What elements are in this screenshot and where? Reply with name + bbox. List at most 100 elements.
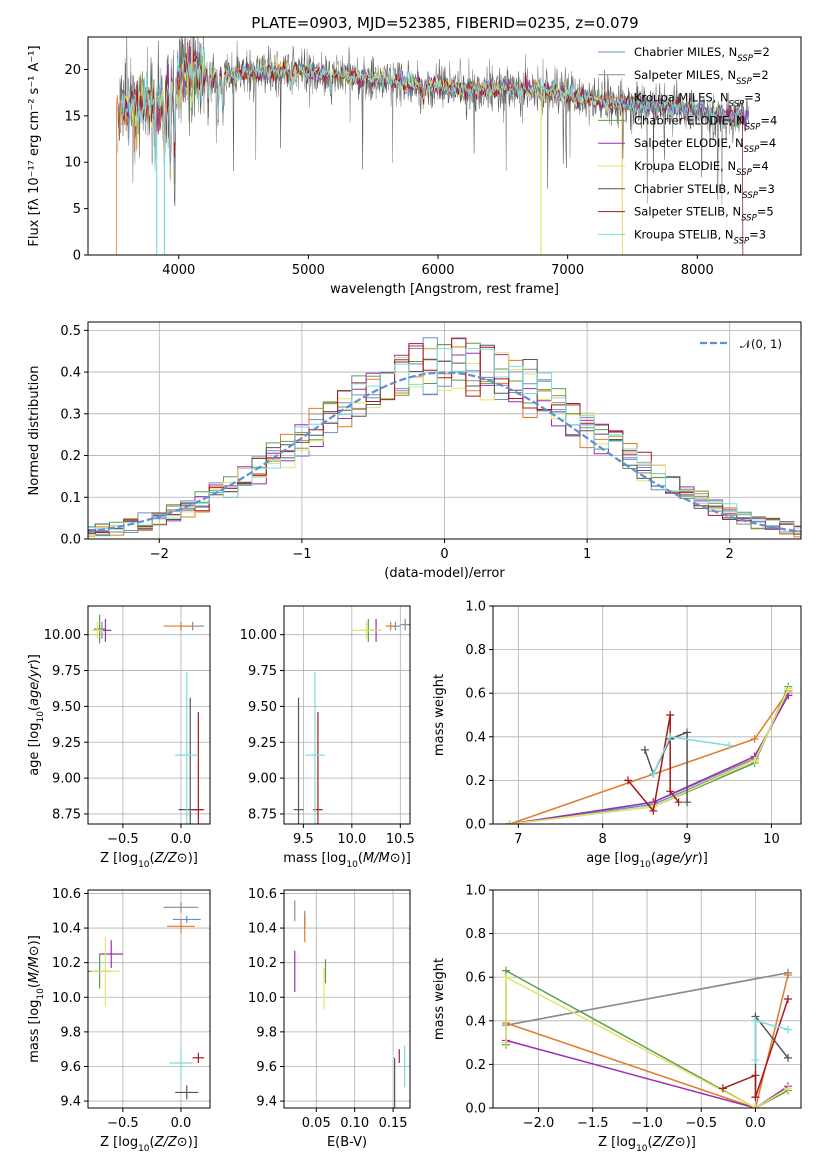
point-kroupa_miles [163,621,199,631]
weight-line-salpeter_elodie [505,1039,789,1108]
weight-marker [666,732,675,741]
y-tick-label: 0.8 [465,927,486,942]
x-tick-label: −2.0 [523,1116,555,1131]
age-vs-mass-series [293,618,410,824]
weight-line-kroupa_elodie [509,688,789,824]
y-tick-label: 8.75 [248,807,277,822]
x-tick-label: 9 [683,832,691,847]
normal-curve [88,371,799,533]
y-tick-label: 1.0 [465,884,486,899]
weight-marker [502,973,511,982]
weight-line-kroupa_elodie [505,975,789,1108]
x-tick-label: 6000 [421,263,454,278]
weight-marker [649,806,658,815]
point-salpeter_stelib [192,1052,205,1064]
y-tick-label: 9.25 [248,736,277,751]
x-tick-label: 10.0 [337,832,366,847]
point-chabrier_elodie [93,614,106,644]
mass-vs-ebv-axes: 0.05 0.10 0.15 9.4 9.6 9.8 10.0 10.2 10.4 10.6 E(B… [248,887,411,1150]
y-tick-label: 9.75 [248,664,277,679]
x-tick-label: 2 [726,547,734,562]
y-tick-label: 5 [73,202,81,217]
weight-vs-metallicity-axes: −2.0 −1.5 −1.0 −0.5 0.0 0.0 0.2 0.4 0.6 0.8 1.0 Z [… [432,884,802,1154]
plot-frame [283,889,411,1109]
y-tick-label: 0.1 [60,491,81,506]
point-kroupa_miles [167,919,195,934]
y-tick-label: 9.6 [60,1060,81,1075]
point-kroupa_elodie [91,936,120,1006]
mass-vs-ebv-series [294,900,406,1108]
point-kroupa_stelib [175,671,199,824]
x-tick-label: −1.5 [577,1116,609,1131]
y-tick-label: 10.00 [44,628,81,643]
plot-frame [492,889,802,1109]
point-salpeter_elodie [99,940,123,968]
plot-frame [87,889,211,1109]
x-tick-label: −0.5 [685,1116,717,1131]
y-axis-label: mass weight [432,674,447,756]
weight-marker [505,820,514,824]
spectrum-line-kroupa_stelib [121,46,743,172]
weight-marker [750,734,759,743]
y-tick-label: 10.4 [52,922,81,937]
y-tick-label: 0.2 [465,774,486,789]
point-salpeter_stelib [192,712,205,824]
weight-line-chabrier_miles [509,688,789,824]
y-axis-label: Flux [fλ 10⁻¹⁷ erg cm⁻² s⁻¹ A⁻¹] [27,45,42,246]
x-tick-label: 5000 [292,263,325,278]
plot-frame [87,605,211,825]
point-kroupa_miles [385,621,396,631]
legend-label-salpeter_miles: Salpeter MILES, NSSP=2 [634,68,769,87]
y-tick-label: 0.4 [465,1014,486,1029]
weight-marker [640,745,649,754]
weight-marker [750,756,759,765]
legend-label-kroupa_elodie: Kroupa ELODIE, NSSP=4 [634,159,769,178]
x-axis-label: Z [log10(Z/Z⊙)] [100,1135,198,1154]
weight-marker [784,684,793,693]
y-tick-label: 0.4 [465,730,486,745]
point-kroupa_elodie [91,621,104,639]
mass-vs-metallicity-series [88,902,205,1100]
x-tick-label: 0.0 [171,1116,192,1131]
y-tick-label: 20 [64,63,81,78]
point-salpeter_miles [400,618,410,631]
y-tick-label: 9.00 [52,772,81,787]
x-tick-label: 7 [514,832,522,847]
y-tick-label: 1.0 [465,600,486,615]
weight-marker [783,995,792,1003]
weight-marker [783,971,792,980]
y-tick-label: 0.8 [465,643,486,658]
y-tick-label: 0.6 [465,971,486,986]
weight-line-salpeter_miles [505,972,789,1026]
spectrum-series [115,37,750,255]
y-tick-label: 9.4 [60,1095,81,1110]
point-kroupa_elodie [351,621,381,639]
y-axis-label: mass weight [432,958,447,1040]
residual-legend: 𝒩(0, 1) [700,337,782,351]
y-tick-label: 10.2 [52,956,81,971]
spectrum-legend: Chabrier MILES, NSSP=2 Salpeter MILES, NS… [598,45,777,246]
point-chabrier_stelib [293,697,304,824]
y-tick-label: 9.50 [248,700,277,715]
weight-marker [783,1025,792,1034]
figure-title: PLATE=0903, MJD=52385, FIBERID=0235, z=0… [251,14,638,32]
y-tick-label: 9.8 [60,1025,81,1040]
x-axis-label: age [log10(age/yr)] [586,851,708,870]
x-tick-label: 9.5 [293,832,314,847]
point-kroupa_stelib [169,1045,193,1081]
x-tick-label: −0.5 [107,1116,139,1131]
weight-marker [751,1056,760,1065]
x-axis-label: wavelength [Angstrom, rest frame] [330,282,559,297]
point-salpeter_miles [163,902,199,913]
spectrum-axes: 4000 5000 6000 7000 8000 0 5 10 15 20 wavelength [… [27,36,802,297]
legend-label-normal: 𝒩(0, 1) [740,337,782,351]
y-tick-label: 0.6 [465,687,486,702]
y-tick-label: 9.4 [256,1095,277,1110]
x-axis-label: (data-model)/error [384,566,505,581]
legend-label-salpeter_stelib: Salpeter STELIB, NSSP=5 [634,205,774,224]
y-axis-label: Normed distribution [27,366,42,496]
x-axis-label: Z [log10(Z/Z⊙)] [100,851,198,870]
point-chabrier_stelib [175,1085,199,1100]
plot-frame [87,36,802,256]
